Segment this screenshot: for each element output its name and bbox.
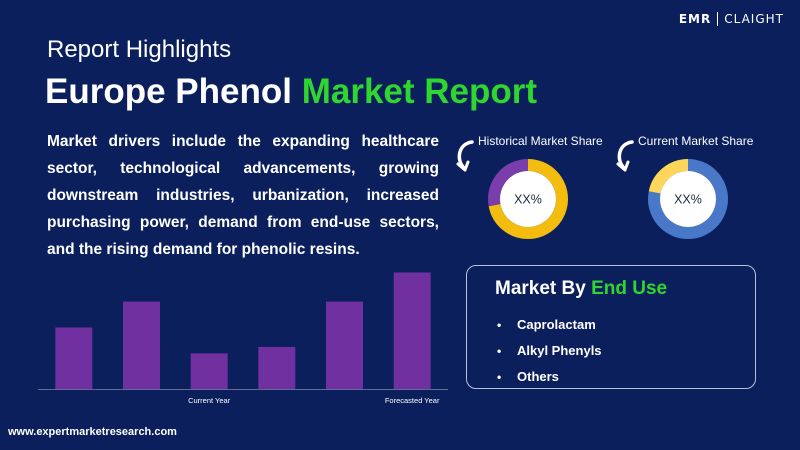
donut-center-label: XX% <box>514 193 542 207</box>
report-highlights-heading: Report Highlights <box>47 36 232 63</box>
current-share-donut: XX% <box>648 159 728 239</box>
donut-slice <box>648 159 728 239</box>
logo-divider <box>717 12 719 26</box>
market-drivers-text: Market drivers include the expanding hea… <box>47 133 439 258</box>
bar <box>190 353 228 389</box>
page-title: Europe Phenol Market Report <box>45 72 537 112</box>
bullet-icon: • <box>497 344 502 358</box>
end-use-item-label: Others <box>517 369 559 384</box>
bullet-icon: • <box>497 370 502 384</box>
title-main: Europe Phenol <box>45 72 302 111</box>
list-item: • Alkyl Phenyls <box>497 338 602 364</box>
donut-center-label: XX% <box>674 193 702 207</box>
bar-chart: Current Year Forecasted Year <box>38 272 448 405</box>
end-use-item-label: Alkyl Phenyls <box>517 343 602 358</box>
current-share-label: Current Market Share <box>638 134 754 148</box>
end-use-item-label: Caprolactam <box>517 317 596 332</box>
end-use-panel: Market By End Use • Caprolactam • Alkyl Ph… <box>466 265 756 389</box>
list-item: • Others <box>497 364 602 390</box>
bar <box>258 346 296 389</box>
website-url: www.expertmarketresearch.com <box>8 426 177 438</box>
list-item: • Caprolactam <box>497 312 602 338</box>
donut-slice <box>488 159 568 239</box>
end-use-title-accent: End Use <box>591 278 668 299</box>
historical-share-donut: XX% <box>488 159 568 239</box>
bar <box>123 301 160 389</box>
curved-arrow-icon <box>456 140 474 172</box>
x-tick-label: Current Year <box>188 396 231 405</box>
bar <box>393 272 431 389</box>
end-use-title-main: Market By <box>495 278 592 299</box>
logo-emr: EMR <box>678 12 712 26</box>
bar <box>55 327 93 389</box>
donut-center <box>500 171 556 227</box>
bar <box>326 301 363 389</box>
title-accent: Market Report <box>301 72 538 111</box>
historical-share-label: Historical Market Share <box>478 134 603 148</box>
bullet-icon: • <box>497 318 502 332</box>
curved-arrow-icon <box>616 140 634 172</box>
emr-claight-logo: EMR CLAIGHT <box>679 12 784 26</box>
x-tick-label: Forecasted Year <box>385 396 440 405</box>
end-use-title: Market By End Use <box>495 278 667 300</box>
logo-claight: CLAIGHT <box>724 12 784 26</box>
donut-center <box>660 171 716 227</box>
end-use-list: • Caprolactam • Alkyl Phenyls • Others <box>497 312 602 390</box>
